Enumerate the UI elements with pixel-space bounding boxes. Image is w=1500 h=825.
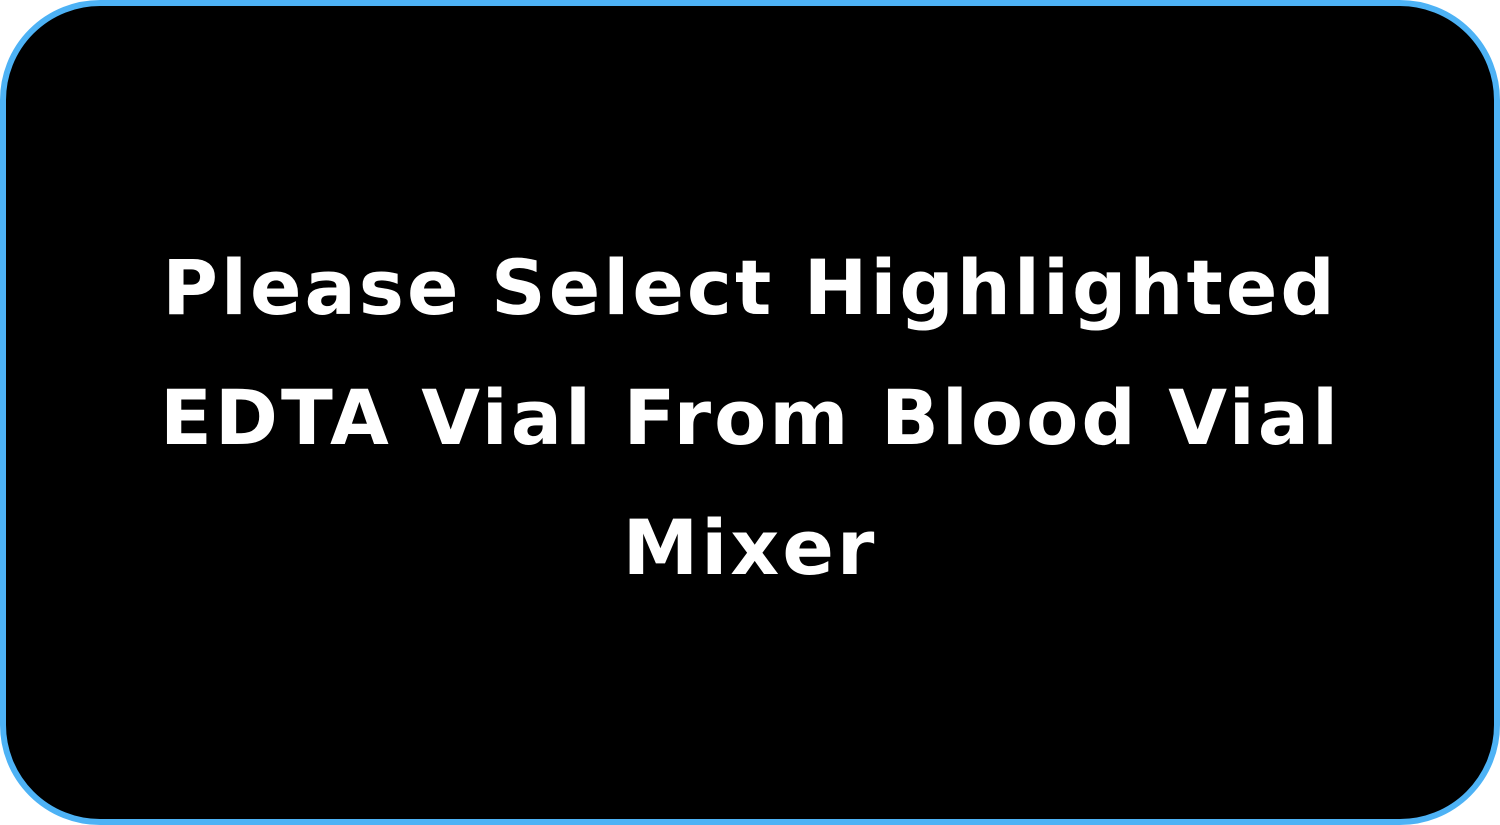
instruction-line-3: Mixer [622,502,878,592]
instruction-line-2: EDTA Vial From Blood Vial [160,372,1342,462]
instruction-line-1: Please Select Highlighted [162,242,1338,332]
instruction-message: Please Select Highlighted EDTA Vial From… [160,223,1340,613]
